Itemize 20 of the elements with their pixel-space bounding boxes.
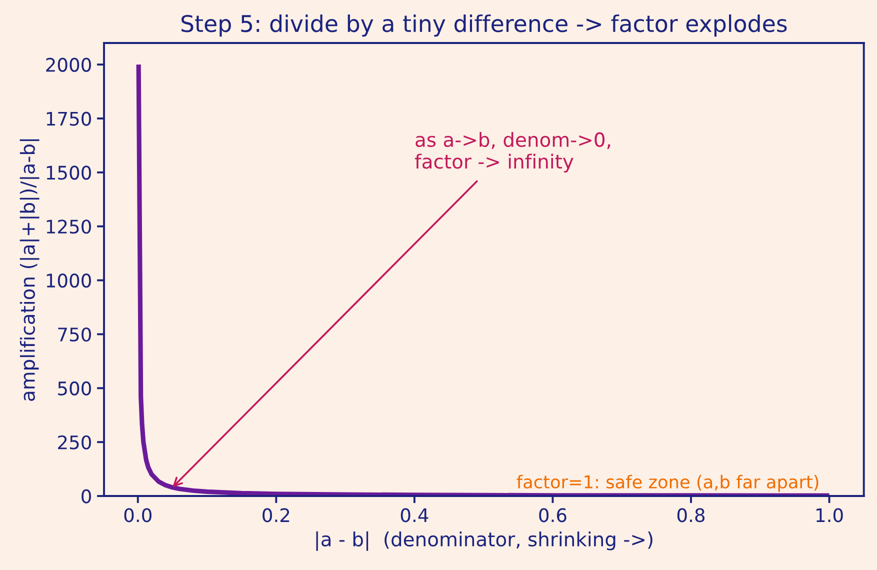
y-tick-label: 250 [58,435,91,450]
y-tick-label: 2000 [46,58,91,72]
y-tick-label: 750 [58,327,91,342]
x-tick-label: 0.2 [262,508,290,522]
x-tick-label: 0.8 [677,508,705,522]
chart-title: Step 5: divide by a tiny difference -> factor explodes [181,14,787,37]
annotation: as a->b, denom->0, factor -> infinity [414,132,610,173]
y-tick-label: 0 [82,489,91,504]
y-tick-label: 1750 [46,112,91,126]
annotation: factor=1: safe zone (a,b far apart) [516,474,818,492]
y-axis-title: amplification (|a|+|b|)/|a-b| [20,139,40,401]
x-tick-label: 0.4 [400,508,428,522]
x-tick-label: 0.6 [539,508,566,522]
x-axis-title: |a - b| (denominator, shrinking ->) [316,531,652,551]
x-tick-label: 1.0 [816,508,843,522]
y-tick-label: 1000 [46,274,91,288]
y-tick-label: 500 [58,381,91,396]
y-tick-label: 1250 [46,220,91,234]
x-tick-label: 0.0 [124,508,152,522]
y-tick-label: 1500 [46,166,91,180]
